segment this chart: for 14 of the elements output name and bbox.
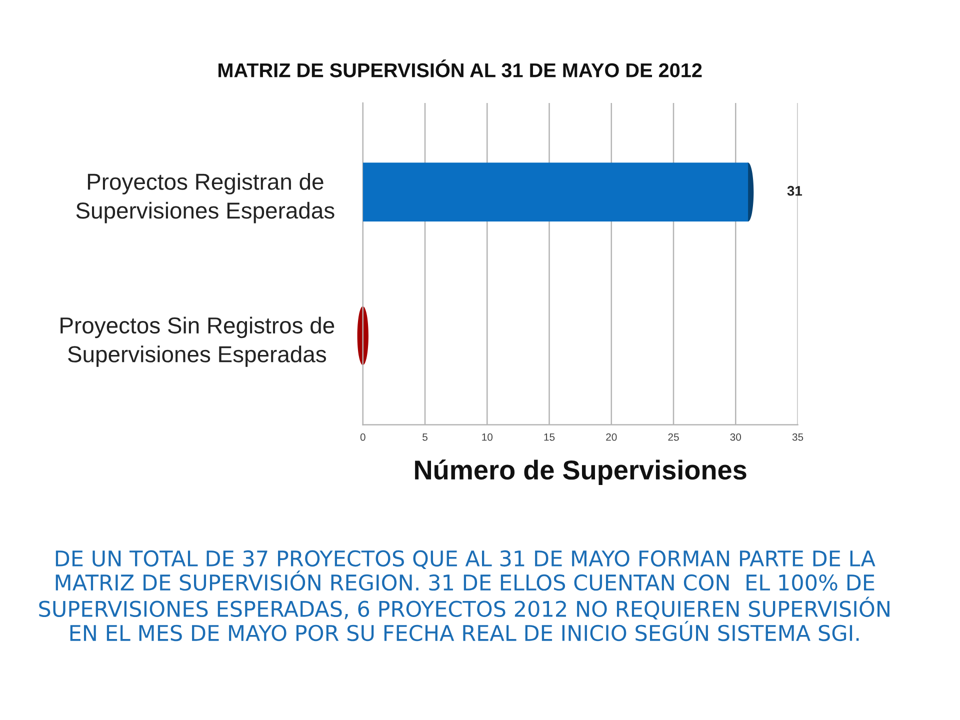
data-label: 31	[787, 186, 802, 196]
y-tick-label: Proyectos Sin Registros de Supervisiones Esperadas	[60, 316, 334, 367]
x-axis-title: Número de Supervisiones	[415, 460, 746, 485]
x-tick-label: 15	[544, 434, 555, 441]
chart-title: MATRIZ DE SUPERVISIÓN AL 31 DE MAYO DE 2012	[218, 60, 702, 78]
x-tick-label: 0	[360, 433, 366, 441]
text: DE UN TOTAL DE 37 PROYECTOS QUE AL 31 DE MAYO FORMAN PARTE DE LA MATRIZ DE SUPERVISIÓN REGION. 31 DE ELLOS CUENTAN CON EL 100% DE SUPERVISIONES ESPERADAS, 6 PROYECTOS 2012 NO REQUIEREN SUPERVISIÓN EN EL MES DE MAYO POR SU FECHA REAL DE INICIO SEGÚN SISTEMA SGI.	[39, 550, 890, 642]
y-tick-label: Proyectos Registran de Supervisiones Esperadas	[76, 173, 334, 224]
x-tick-label: 10	[482, 433, 493, 441]
x-tick-label: 25	[668, 433, 679, 441]
x-tick-label: 35	[792, 433, 804, 441]
x-tick-label: 30	[730, 433, 742, 441]
x-tick-label: 5	[422, 434, 428, 441]
x-tick-label: 20	[606, 433, 617, 441]
